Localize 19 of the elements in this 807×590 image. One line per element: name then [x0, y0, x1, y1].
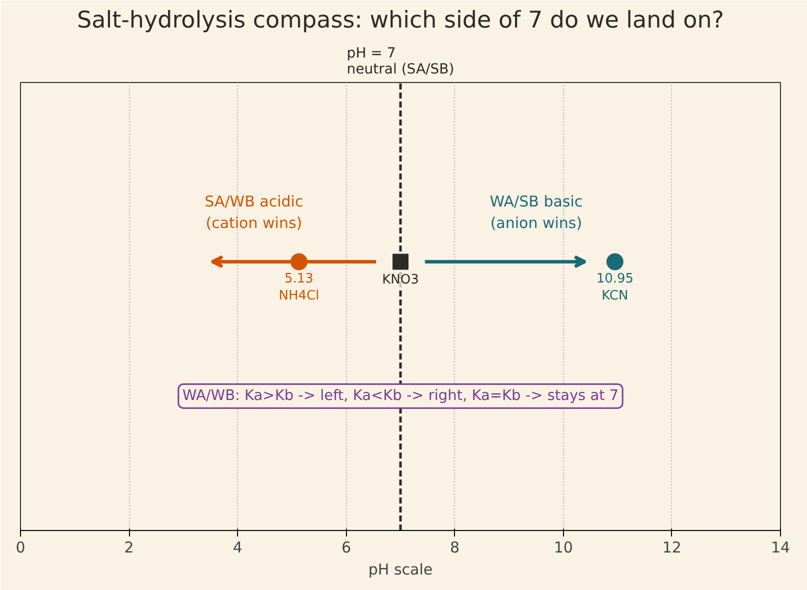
x-tick-label: 2	[124, 538, 134, 556]
series-label: KNO3	[382, 272, 419, 288]
annotation: WA/WB: Ka>Kb -> left, Ka<Kb -> right, Ka=Kb -> stays at 7	[182, 388, 619, 404]
x-tick-label: 10	[554, 538, 573, 556]
series-label: NH4Cl	[278, 288, 320, 304]
data-label: 10.95	[596, 272, 634, 287]
x-tick-label: 8	[450, 538, 460, 556]
annotation: WA/SB basic (anion wins)	[490, 192, 583, 232]
x-tick-label: 0	[16, 538, 26, 556]
ref-line-label: pH = 7 neutral (SA/SB)	[346, 46, 454, 78]
series-label: KCN	[602, 288, 628, 304]
x-axis-title: pH scale	[368, 560, 433, 578]
x-tick-label: 4	[232, 538, 242, 556]
chart-title: Salt-hydrolysis compass: which side of 7 do we land on?	[77, 8, 724, 34]
annotation: SA/WB acidic (cation wins)	[204, 192, 304, 232]
data-label: 5.13	[284, 272, 314, 287]
x-tick-label: 12	[662, 538, 682, 556]
x-tick-label: 6	[341, 538, 351, 556]
x-tick-label: 14	[770, 538, 790, 556]
